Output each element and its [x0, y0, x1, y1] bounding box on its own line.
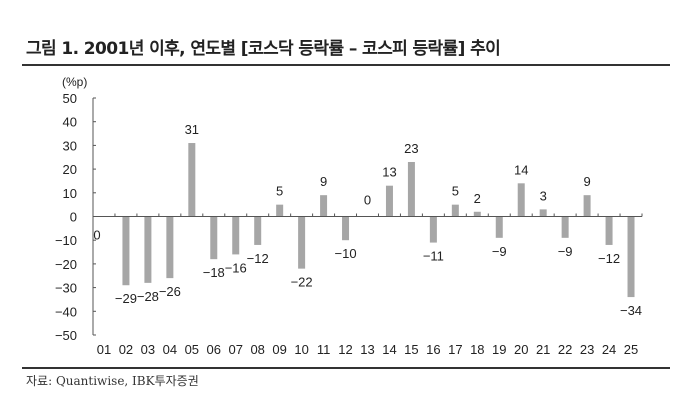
bar: [517, 183, 525, 217]
y-tick-label: 40: [63, 115, 77, 130]
x-tick-label: 21: [536, 342, 550, 357]
x-tick-label: 03: [141, 342, 155, 357]
data-label: 0: [364, 193, 371, 208]
x-tick-label: 05: [185, 342, 199, 357]
x-tick-label: 20: [514, 342, 528, 357]
data-label: −12: [247, 251, 269, 266]
data-label: 2: [474, 191, 481, 206]
x-tick-label: 18: [470, 342, 484, 357]
bar: [385, 185, 393, 217]
bar: [166, 216, 174, 279]
data-label: 31: [185, 122, 199, 137]
data-label: −28: [137, 289, 159, 304]
x-tick-label: 13: [360, 342, 374, 357]
bar: [298, 216, 306, 269]
title-rule: [22, 64, 670, 66]
x-tick-label: 04: [163, 342, 177, 357]
y-tick-label: −40: [55, 304, 77, 319]
bar: [320, 195, 328, 217]
bar: [122, 216, 130, 286]
bar: [473, 211, 481, 217]
x-tick-label: 12: [338, 342, 352, 357]
data-label: 9: [320, 174, 327, 189]
source-note: 자료: Quantiwise, IBK투자증권: [26, 374, 199, 388]
x-tick-label: 08: [250, 342, 264, 357]
data-label: −34: [620, 303, 642, 318]
data-label: −12: [598, 251, 620, 266]
data-label: 9: [583, 174, 590, 189]
bar: [232, 216, 240, 255]
x-tick-label: 07: [229, 342, 243, 357]
x-tick-label: 15: [404, 342, 418, 357]
data-label: 0: [93, 228, 100, 243]
y-tick-label: −10: [55, 233, 77, 248]
bar: [561, 216, 569, 238]
y-tick-label: 30: [63, 138, 77, 153]
data-label: 23: [404, 141, 418, 156]
bar: [210, 216, 218, 260]
source-rule: [22, 367, 670, 369]
bar: [627, 216, 635, 298]
data-label: −10: [335, 246, 357, 261]
bar: [539, 209, 547, 217]
data-label: −29: [115, 291, 137, 306]
x-tick-label: 23: [580, 342, 594, 357]
data-label: 14: [514, 162, 528, 177]
x-tick-label: 16: [426, 342, 440, 357]
y-tick-label: −20: [55, 257, 77, 272]
bar: [188, 143, 196, 217]
bar: [429, 216, 437, 243]
figure-title: 그림 1. 2001년 이후, 연도별 [코스닥 등락률 – 코스피 등락률] …: [26, 39, 501, 59]
x-tick-label: 17: [448, 342, 462, 357]
data-label: −9: [558, 244, 573, 259]
bar: [342, 216, 350, 241]
data-label: −16: [225, 260, 247, 275]
bar: [254, 216, 262, 245]
data-label: −9: [492, 244, 507, 259]
x-tick-label: 19: [492, 342, 506, 357]
x-tick-label: 24: [602, 342, 616, 357]
data-label: −18: [203, 265, 225, 280]
x-tick-label: 01: [97, 342, 111, 357]
x-tick-label: 25: [624, 342, 638, 357]
data-label: 5: [276, 184, 283, 199]
y-tick-label: 0: [70, 210, 77, 225]
x-tick-label: 06: [207, 342, 221, 357]
bar: [495, 216, 503, 238]
bar: [276, 204, 284, 217]
y-tick-label: 10: [63, 186, 77, 201]
bar: [583, 195, 591, 217]
y-tick-label: 50: [63, 91, 77, 106]
bar: [451, 204, 459, 217]
data-label: −11: [423, 249, 444, 264]
y-tick-label: −50: [55, 328, 77, 343]
x-tick-label: 14: [382, 342, 396, 357]
data-label: −26: [159, 284, 181, 299]
x-tick-label: 10: [294, 342, 308, 357]
data-label: 3: [540, 188, 547, 203]
x-tick-label: 22: [558, 342, 572, 357]
y-axis-unit: (%p): [62, 75, 87, 89]
y-tick-label: −30: [55, 281, 77, 296]
bar: [407, 161, 415, 217]
y-tick-label: 20: [63, 162, 77, 177]
data-label: 5: [452, 184, 459, 199]
x-tick-label: 02: [119, 342, 133, 357]
bar: [144, 216, 152, 283]
data-label: 13: [382, 165, 396, 180]
x-tick-label: 09: [272, 342, 286, 357]
x-tick-label: 11: [317, 342, 331, 357]
data-label: −22: [291, 275, 313, 290]
bar: [605, 216, 613, 245]
